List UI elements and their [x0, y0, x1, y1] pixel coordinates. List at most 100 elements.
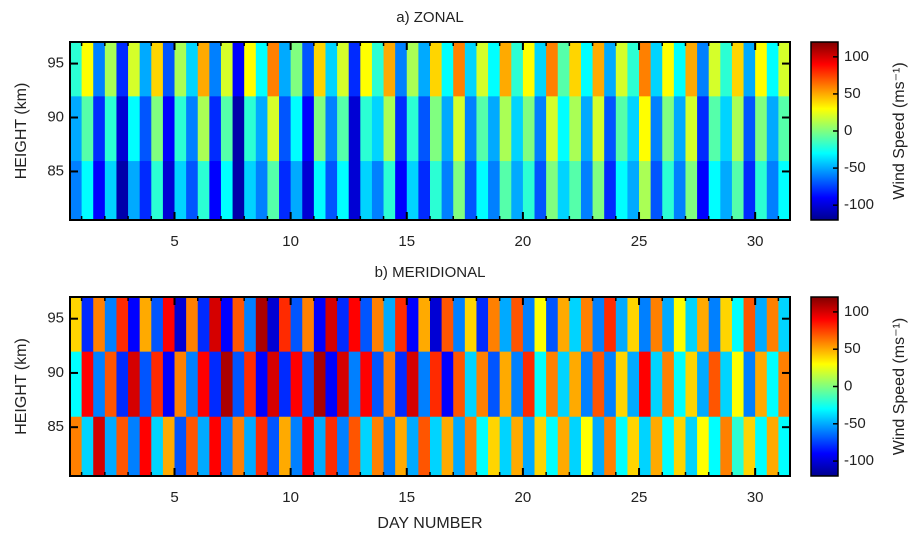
heatmap-cell: [511, 42, 524, 97]
heatmap-cell: [209, 160, 222, 221]
heatmap-cell: [685, 416, 698, 477]
heatmap-cell: [348, 297, 361, 352]
heatmap-cell: [453, 42, 466, 97]
heatmap-cell: [186, 297, 199, 352]
heatmap-cell: [453, 297, 466, 352]
x-tick-label: 30: [747, 489, 764, 506]
heatmap-cell: [755, 42, 768, 97]
heatmap-cell: [313, 160, 326, 221]
heatmap-cell: [697, 297, 710, 352]
heatmap-cell: [418, 95, 431, 162]
heatmap-cell: [697, 42, 710, 97]
heatmap-cell: [255, 42, 268, 97]
heatmap-cell: [93, 351, 106, 417]
heatmap-cell: [673, 297, 686, 352]
heatmap-cell: [290, 95, 303, 162]
heatmap-cell: [383, 42, 396, 97]
heatmap-cell: [755, 416, 768, 477]
heatmap-cell: [639, 351, 652, 417]
heatmap-cell: [70, 297, 83, 352]
heatmap-cell: [360, 42, 373, 97]
heatmap-cell: [267, 160, 280, 221]
heatmap-cell: [174, 351, 187, 417]
heatmap-cell: [313, 42, 326, 97]
heatmap-cell: [337, 95, 350, 162]
heatmap-cell: [244, 351, 257, 417]
heatmap-cell: [662, 351, 675, 417]
y-axis-label: HEIGHT (km): [13, 83, 30, 180]
heatmap-cell: [673, 95, 686, 162]
heatmap-cell: [755, 297, 768, 352]
heatmap-cell: [279, 160, 292, 221]
heatmap-cell: [81, 351, 94, 417]
heatmap-cell: [151, 160, 164, 221]
heatmap-cell: [197, 42, 210, 97]
heatmap-cell: [766, 297, 779, 352]
heatmap-cell: [313, 351, 326, 417]
heatmap-cell: [162, 95, 175, 162]
heatmap-cell: [70, 95, 83, 162]
heatmap-cell: [337, 160, 350, 221]
heatmap-cell: [662, 95, 675, 162]
heatmap-cell: [639, 416, 652, 477]
heatmap-cell: [209, 95, 222, 162]
heatmap-cell: [662, 42, 675, 97]
panel-title: b) MERIDIONAL: [375, 264, 486, 281]
heatmap-cell: [464, 416, 477, 477]
x-tick-label: 20: [515, 489, 532, 506]
heatmap-cell: [766, 42, 779, 97]
heatmap-cell: [488, 160, 501, 221]
heatmap-cell: [639, 160, 652, 221]
heatmap-cell: [162, 297, 175, 352]
heatmap-cell: [592, 95, 605, 162]
heatmap-cell: [522, 416, 535, 477]
panel-title: a) ZONAL: [396, 9, 464, 26]
x-tick-label: 5: [170, 489, 178, 506]
heatmap-cell: [220, 42, 233, 97]
heatmap-cell: [232, 42, 245, 97]
colorbar-tick-label: 50: [844, 85, 861, 102]
heatmap-cell: [557, 160, 570, 221]
heatmap-cell: [360, 95, 373, 162]
heatmap-cell: [174, 95, 187, 162]
heatmap-cell: [592, 416, 605, 477]
heatmap-cell: [348, 95, 361, 162]
heatmap-cell: [267, 42, 280, 97]
heatmap-cell: [511, 160, 524, 221]
heatmap-cell: [464, 160, 477, 221]
heatmap-cell: [697, 95, 710, 162]
heatmap-cell: [731, 42, 744, 97]
heatmap-cell: [139, 351, 152, 417]
heatmap-cell: [604, 95, 617, 162]
heatmap-cell: [348, 160, 361, 221]
heatmap-cell: [302, 297, 315, 352]
heatmap-cell: [557, 416, 570, 477]
heatmap-cell: [186, 160, 199, 221]
heatmap-cell: [476, 351, 489, 417]
heatmap-cell: [522, 297, 535, 352]
heatmap-cell: [430, 351, 443, 417]
heatmap-cell: [104, 160, 117, 221]
y-tick-label: 90: [47, 108, 64, 125]
heatmap-cell: [81, 297, 94, 352]
heatmap-cell: [371, 297, 384, 352]
heatmap-cell: [569, 42, 582, 97]
colorbar-tick-label: 0: [844, 377, 852, 394]
heatmap-cell: [267, 351, 280, 417]
heatmap-cell: [232, 297, 245, 352]
heatmap-cell: [708, 351, 721, 417]
heatmap-cell: [395, 160, 408, 221]
heatmap-cell: [627, 95, 640, 162]
heatmap-cell: [731, 160, 744, 221]
heatmap-cell: [592, 42, 605, 97]
heatmap-cell: [441, 351, 454, 417]
heatmap-cell: [139, 297, 152, 352]
heatmap-cell: [116, 95, 129, 162]
heatmap-cell: [627, 160, 640, 221]
heatmap-cell: [360, 351, 373, 417]
heatmap-cell: [720, 351, 733, 417]
heatmap-cell: [708, 95, 721, 162]
heatmap-cell: [406, 416, 419, 477]
heatmap-cell: [685, 42, 698, 97]
heatmap-cell: [580, 95, 593, 162]
